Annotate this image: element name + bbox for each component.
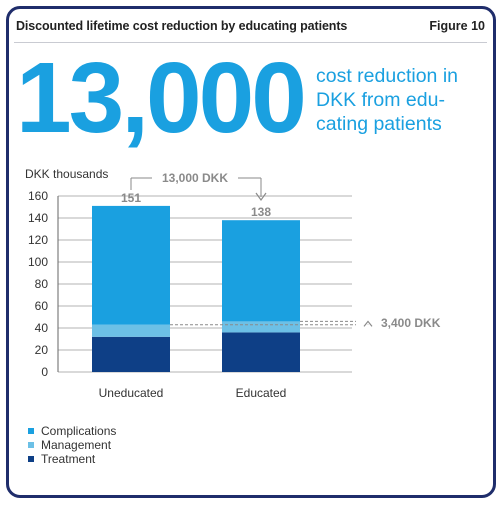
y-tick-label: 140 bbox=[28, 211, 48, 225]
y-tick-label: 160 bbox=[28, 189, 48, 203]
figure-number: Figure 10 bbox=[429, 19, 485, 33]
legend-item-management: Management bbox=[28, 438, 116, 452]
legend-item-complications: Complications bbox=[28, 424, 116, 438]
bar-segment-complications bbox=[222, 220, 300, 322]
legend-item-treatment: Treatment bbox=[28, 452, 116, 466]
total-label: 138 bbox=[251, 205, 271, 219]
bar-segment-management bbox=[222, 321, 300, 333]
bar-segment-management bbox=[92, 324, 170, 337]
headline-caption-line: cating patients bbox=[316, 113, 442, 135]
legend-swatch-management bbox=[28, 442, 34, 448]
x-tick-label: Uneducated bbox=[99, 386, 164, 400]
difference-label: 13,000 DKK bbox=[162, 171, 228, 185]
headline-caption-line: DKK from edu- bbox=[316, 89, 445, 111]
y-tick-label: 60 bbox=[35, 299, 49, 313]
chart-legend: Complications Management Treatment bbox=[28, 424, 116, 466]
y-tick-label: 80 bbox=[35, 277, 49, 291]
total-label: 151 bbox=[121, 191, 141, 205]
y-tick-label: 20 bbox=[35, 343, 49, 357]
headline-caption: cost reduction in DKK from edu- cating p… bbox=[316, 64, 486, 136]
x-tick-label: Educated bbox=[236, 386, 287, 400]
treatment-diff-arrow-head bbox=[363, 320, 373, 327]
headline-number: 13,000 bbox=[16, 42, 307, 154]
legend-swatch-complications bbox=[28, 428, 34, 434]
y-axis-label: DKK thousands bbox=[25, 167, 108, 181]
y-tick-label: 0 bbox=[41, 365, 48, 379]
legend-label: Complications bbox=[41, 424, 117, 438]
bar-segment-complications bbox=[92, 205, 170, 325]
legend-swatch-treatment bbox=[28, 456, 34, 462]
y-tick-label: 120 bbox=[28, 233, 48, 247]
header-divider bbox=[14, 42, 487, 43]
legend-label: Treatment bbox=[41, 452, 96, 466]
y-tick-label: 100 bbox=[28, 255, 48, 269]
legend-label: Management bbox=[41, 438, 112, 452]
bar-segment-treatment bbox=[222, 332, 300, 372]
figure-title: Discounted lifetime cost reduction by ed… bbox=[16, 19, 348, 33]
y-tick-label: 40 bbox=[35, 321, 49, 335]
treatment-diff-label: 3,400 DKK bbox=[381, 316, 441, 330]
difference-arrow-head bbox=[255, 192, 267, 202]
headline-caption-line: cost reduction in bbox=[316, 65, 458, 87]
bar-segment-treatment bbox=[92, 336, 170, 372]
